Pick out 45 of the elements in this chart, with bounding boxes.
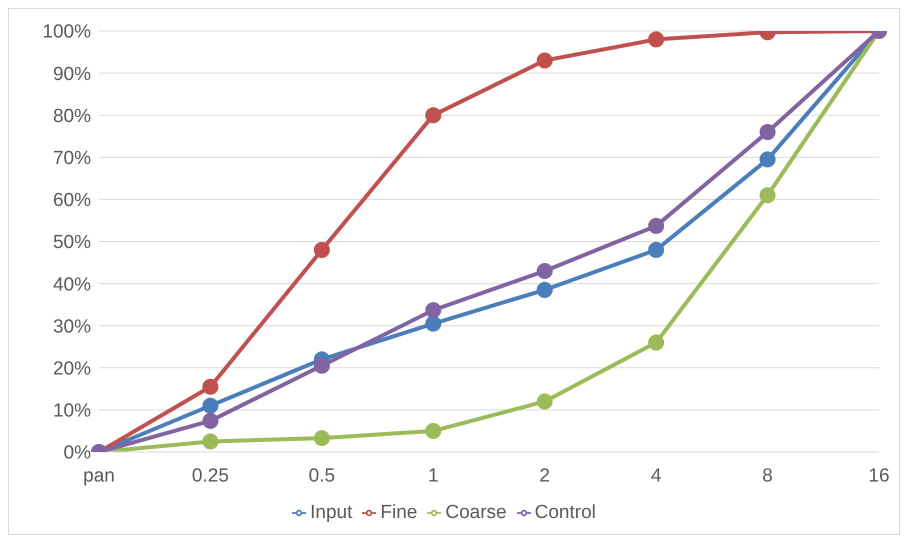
y-tick-label: 20% [52,358,92,380]
point [202,412,218,429]
point [536,52,553,68]
x-tick-label: 0.5 [308,465,336,486]
y-tick-label: 30% [52,316,92,338]
point [425,422,442,439]
point [648,31,664,48]
point [536,393,553,410]
y-tick-label: 100% [42,22,92,43]
y-tick-label: 0% [64,442,92,464]
point [425,107,442,124]
legend-label: Coarse [445,502,507,523]
point [760,124,776,140]
point [648,334,664,351]
legend-label: Fine [380,502,418,523]
point [648,242,664,258]
point [314,358,330,374]
y-tick-label: 70% [52,148,92,170]
x-tick-label: 1 [428,465,439,486]
point [202,398,218,414]
point [202,433,218,450]
x-tick-label: 16 [868,465,890,486]
y-tick-label: 80% [52,106,92,127]
legend-label: Input [310,502,352,523]
point [536,282,553,298]
point [202,378,218,395]
x-tick-label: 2 [539,465,550,486]
point [314,430,330,446]
y-tick-label: 10% [52,400,92,422]
point [536,262,553,279]
point [425,316,442,332]
y-tick-label: 40% [52,274,92,296]
point [314,242,330,258]
x-tick-label: 0.25 [192,465,229,486]
y-tick-label: 90% [52,64,92,85]
legend-label: Control [534,502,596,523]
point [425,302,442,318]
point [648,218,664,234]
x-tick-label: 8 [762,465,773,486]
x-tick-label: 4 [650,465,662,486]
point [760,151,776,168]
y-tick-label: 60% [52,190,92,212]
point [760,187,776,204]
y-tick-label: 50% [52,232,92,254]
x-tick-label: pan [83,465,115,486]
